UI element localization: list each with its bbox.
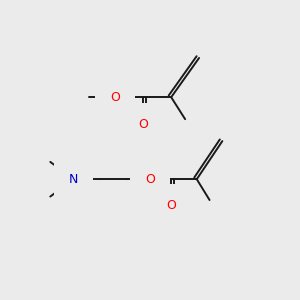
Text: O: O — [138, 118, 148, 131]
Text: O: O — [110, 91, 120, 104]
Text: O: O — [145, 173, 155, 186]
Text: O: O — [166, 199, 176, 212]
Text: N: N — [69, 173, 78, 186]
